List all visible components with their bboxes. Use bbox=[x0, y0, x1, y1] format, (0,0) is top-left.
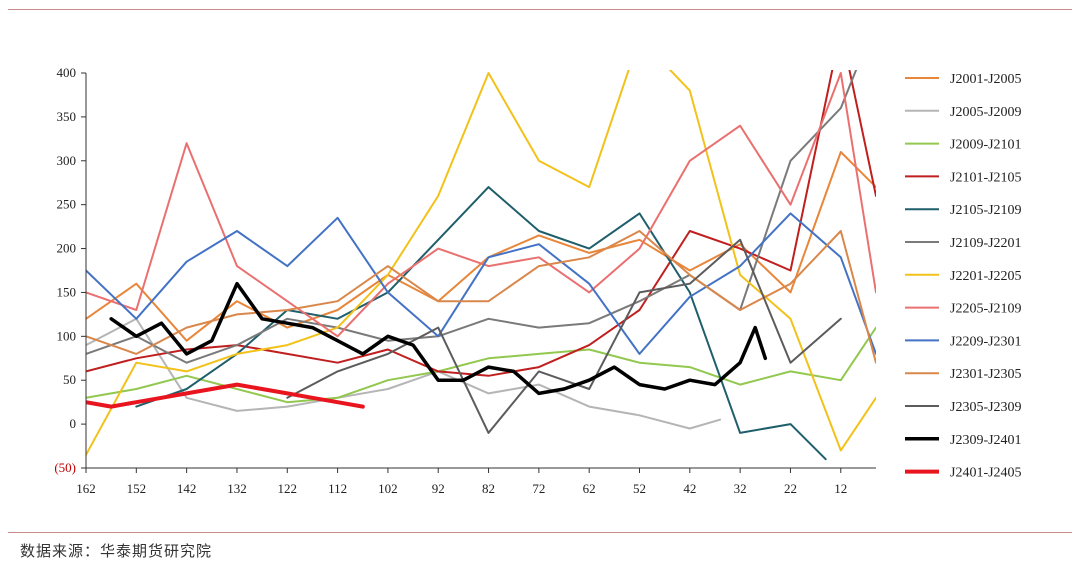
x-tick-label: 102 bbox=[378, 481, 398, 496]
y-tick-label: 250 bbox=[57, 197, 77, 212]
legend-label: J2209-J2301 bbox=[950, 334, 1022, 349]
legend: J2001-J2005 J2005-J2009 J2009-J2101 J2101-J… bbox=[905, 72, 1022, 481]
legend-label: J2105-J2109 bbox=[950, 203, 1022, 218]
y-tick-label: (50) bbox=[54, 460, 76, 475]
y-tick-label: 200 bbox=[57, 241, 77, 256]
legend-label: J2009-J2101 bbox=[950, 138, 1022, 153]
x-tick-label: 42 bbox=[683, 481, 696, 496]
legend-label: J2305-J2309 bbox=[950, 400, 1022, 415]
legend-label: J2401-J2405 bbox=[950, 466, 1022, 481]
x-tick-label: 122 bbox=[278, 481, 298, 496]
x-tick-label: 112 bbox=[328, 481, 347, 496]
series-line-j2205-j2109 bbox=[86, 72, 876, 338]
series-line-j2105-j2109 bbox=[135, 186, 827, 461]
legend-label: J2201-J2205 bbox=[950, 269, 1022, 284]
y-tick-label: 150 bbox=[57, 284, 77, 299]
legend-label: J2205-J2109 bbox=[950, 302, 1022, 317]
series-line-j2009-j2101 bbox=[86, 326, 876, 404]
x-tick-label: 82 bbox=[482, 481, 495, 496]
y-tick-label: 400 bbox=[57, 65, 77, 80]
y-tick-label: 350 bbox=[57, 109, 77, 124]
x-tick-label: 142 bbox=[177, 481, 197, 496]
top-divider bbox=[8, 9, 1072, 10]
y-tick-label: 0 bbox=[70, 416, 77, 431]
legend-label: J2005-J2009 bbox=[950, 105, 1022, 120]
legend-label: J2301-J2305 bbox=[950, 367, 1022, 382]
x-tick-label: 152 bbox=[127, 481, 147, 496]
series-line-j2101-j2105 bbox=[86, 70, 876, 377]
y-tick-label: 300 bbox=[57, 153, 77, 168]
series-line-j2401-j2405 bbox=[86, 382, 365, 409]
legend-label: J2001-J2005 bbox=[950, 72, 1022, 87]
legend-label: J2309-J2401 bbox=[950, 433, 1022, 448]
series-line-j2001-j2005 bbox=[86, 151, 876, 342]
x-tick-label: 72 bbox=[532, 481, 545, 496]
x-tick-label: 22 bbox=[784, 481, 797, 496]
x-tick-label: 132 bbox=[227, 481, 247, 496]
x-tick-label: 162 bbox=[76, 481, 96, 496]
series-line-j2201-j2205 bbox=[86, 70, 876, 456]
series-lines bbox=[86, 70, 876, 461]
series-line-j2005-j2009 bbox=[86, 317, 721, 430]
bottom-divider bbox=[8, 532, 1072, 533]
x-tick-label: 32 bbox=[734, 481, 747, 496]
series-line-j2305-j2309 bbox=[286, 238, 842, 434]
legend-label: J2109-J2201 bbox=[950, 236, 1022, 251]
x-tick-label: 52 bbox=[633, 481, 646, 496]
y-tick-label: 50 bbox=[63, 372, 76, 387]
series-line-j2209-j2301 bbox=[86, 212, 876, 355]
x-tick-label: 92 bbox=[432, 481, 445, 496]
x-tick-label: 12 bbox=[834, 481, 847, 496]
series-line-j2109-j2201 bbox=[86, 70, 858, 364]
legend-label: J2101-J2105 bbox=[950, 170, 1022, 185]
series-line-j2309-j2401 bbox=[109, 281, 768, 396]
source-note: 数据来源：华泰期货研究院 bbox=[20, 542, 213, 560]
y-tick-label: 100 bbox=[57, 328, 77, 343]
axes: (50) 0 50 100 150 200 250 300 350 400 162 152 142 132… bbox=[54, 65, 876, 496]
x-tick-label: 62 bbox=[583, 481, 596, 496]
